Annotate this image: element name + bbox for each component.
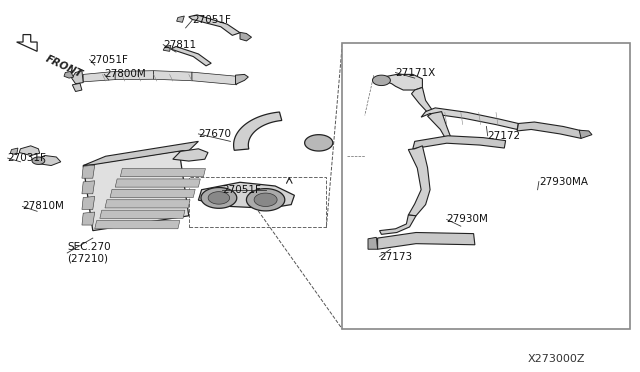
Polygon shape [408, 146, 430, 216]
Text: 27051F: 27051F [192, 16, 231, 25]
Text: 27930MA: 27930MA [539, 177, 588, 186]
Polygon shape [380, 215, 416, 234]
Polygon shape [378, 232, 475, 249]
Polygon shape [100, 210, 185, 218]
Text: 27811: 27811 [163, 40, 196, 49]
Bar [189, 177, 326, 227]
Bar [342, 43, 630, 329]
Polygon shape [254, 193, 277, 206]
Text: FRONT: FRONT [44, 54, 84, 80]
Polygon shape [579, 130, 592, 138]
Polygon shape [72, 83, 82, 92]
Polygon shape [95, 221, 180, 229]
Polygon shape [72, 71, 83, 84]
Text: X273000Z: X273000Z [528, 354, 586, 364]
Polygon shape [10, 148, 18, 155]
Text: 27051F: 27051F [222, 185, 261, 195]
Polygon shape [173, 149, 208, 161]
Polygon shape [110, 189, 195, 198]
Polygon shape [177, 16, 184, 22]
Polygon shape [208, 192, 230, 204]
Text: 27172: 27172 [488, 131, 521, 141]
Polygon shape [83, 141, 198, 166]
Polygon shape [64, 71, 74, 78]
Polygon shape [120, 169, 205, 177]
Text: 27051F: 27051F [90, 55, 129, 64]
Polygon shape [115, 179, 200, 187]
Polygon shape [154, 71, 192, 81]
Polygon shape [83, 151, 189, 231]
Polygon shape [413, 136, 506, 149]
Text: 27173: 27173 [380, 252, 413, 262]
Text: 27670: 27670 [198, 129, 232, 139]
Polygon shape [421, 108, 518, 129]
Text: 27800M: 27800M [104, 70, 146, 79]
Text: 27031F: 27031F [8, 153, 47, 163]
Polygon shape [82, 212, 95, 225]
Polygon shape [246, 189, 285, 211]
Polygon shape [201, 187, 237, 208]
Polygon shape [372, 75, 390, 86]
Polygon shape [428, 112, 451, 141]
Polygon shape [105, 200, 190, 208]
Polygon shape [163, 45, 171, 51]
Polygon shape [240, 32, 252, 41]
Polygon shape [19, 146, 40, 155]
Polygon shape [115, 71, 154, 80]
Polygon shape [17, 35, 37, 51]
Text: 27930M: 27930M [447, 215, 488, 224]
Polygon shape [82, 181, 95, 194]
Polygon shape [82, 165, 95, 178]
Polygon shape [234, 112, 282, 150]
Polygon shape [378, 74, 422, 90]
Polygon shape [305, 135, 333, 151]
Polygon shape [517, 122, 582, 138]
Polygon shape [192, 72, 237, 85]
Text: 27810M: 27810M [22, 202, 64, 211]
Polygon shape [171, 46, 211, 66]
Polygon shape [368, 237, 378, 249]
Text: 27171X: 27171X [396, 68, 436, 77]
Polygon shape [83, 71, 115, 82]
Text: SEC.270
(27210): SEC.270 (27210) [67, 242, 111, 264]
Polygon shape [37, 155, 61, 166]
Polygon shape [189, 15, 240, 35]
Polygon shape [82, 196, 95, 209]
Polygon shape [32, 157, 45, 164]
Polygon shape [198, 182, 294, 208]
Polygon shape [236, 74, 248, 84]
Polygon shape [412, 87, 432, 112]
